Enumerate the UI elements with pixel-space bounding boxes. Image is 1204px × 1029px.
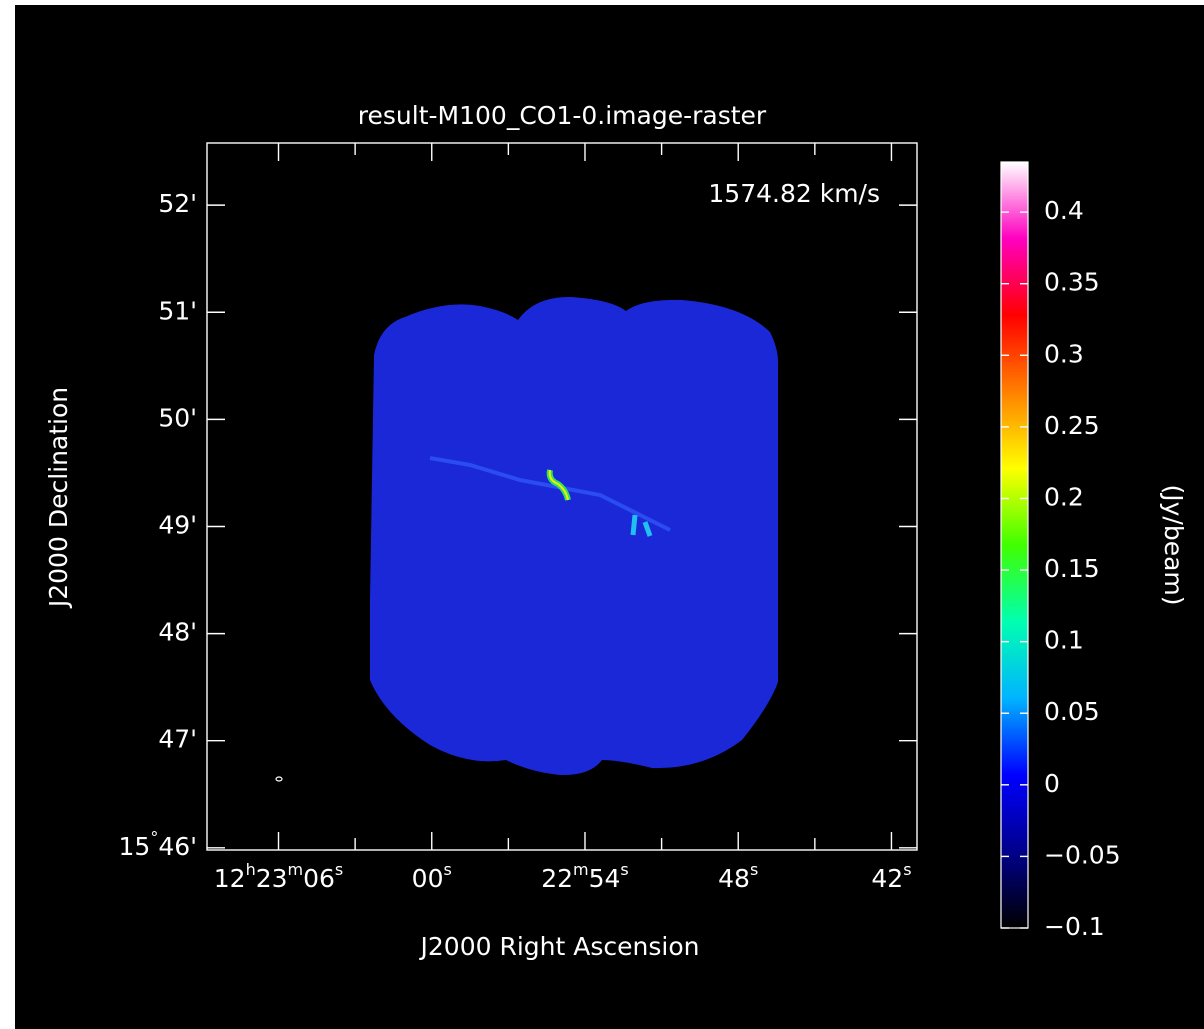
colorbar-tick-label: −0.1	[1044, 912, 1105, 941]
colorbar-tick-label: 0.2	[1044, 482, 1084, 511]
colorbar-tick-label: 0.05	[1044, 697, 1100, 726]
x-axis-label: J2000 Right Ascension	[419, 932, 700, 961]
y-tick-label: 47'	[158, 725, 197, 754]
colorbar-tick-label: 0.25	[1044, 411, 1100, 440]
chart: result-M100_CO1-0.image-raster 1574.82 k…	[0, 0, 1204, 1029]
colorbar-label: (Jy/beam)	[1159, 484, 1188, 605]
colorbar-tick-label: −0.05	[1044, 840, 1121, 869]
annotation: 1574.82 km/s	[708, 179, 880, 208]
y-axis-label: J2000 Declination	[44, 387, 73, 609]
colorbar-tick-label: 0	[1044, 769, 1060, 798]
colorbar-tick-label: 0.15	[1044, 554, 1100, 583]
y-tick-label: 51'	[158, 296, 197, 325]
y-tick-label: 49'	[158, 510, 197, 539]
raster-image	[370, 297, 778, 775]
y-tick-label: 15°46'	[119, 828, 198, 861]
colorbar	[1001, 162, 1028, 928]
y-tick-label: 48'	[158, 618, 197, 647]
colorbar-tick-label: 0.35	[1044, 268, 1100, 297]
x-tick-label: 12h23m06s	[214, 860, 344, 893]
emission-map	[370, 297, 778, 775]
colorbar-tick-label: 0.1	[1044, 626, 1084, 655]
y-tick-label: 52'	[158, 189, 197, 218]
chart-title: result-M100_CO1-0.image-raster	[358, 101, 767, 130]
y-tick-label: 50'	[158, 403, 197, 432]
colorbar-tick-label: 0.4	[1044, 196, 1084, 225]
colorbar-tick-label: 0.3	[1044, 339, 1084, 368]
